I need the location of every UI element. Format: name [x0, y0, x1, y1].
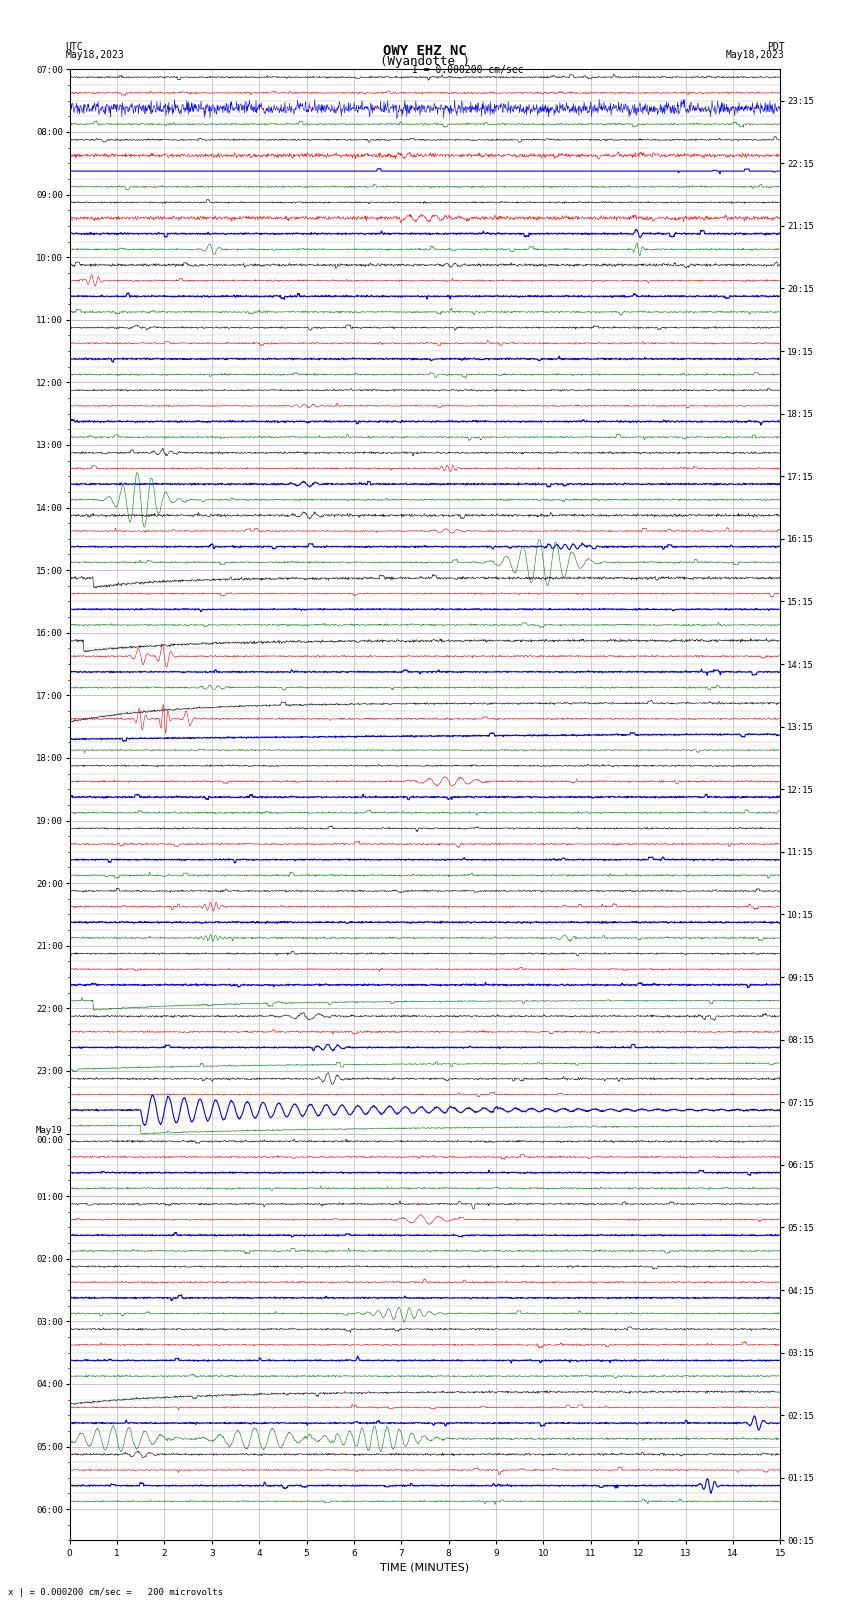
X-axis label: TIME (MINUTES): TIME (MINUTES) [381, 1563, 469, 1573]
Text: PDT: PDT [767, 42, 785, 52]
Text: May18,2023: May18,2023 [726, 50, 785, 60]
Text: (Wyandotte ): (Wyandotte ) [380, 55, 470, 68]
Text: OWY EHZ NC: OWY EHZ NC [383, 44, 467, 58]
Text: I = 0.000200 cm/sec: I = 0.000200 cm/sec [412, 65, 524, 74]
Text: UTC: UTC [65, 42, 83, 52]
Text: May18,2023: May18,2023 [65, 50, 124, 60]
Text: x | = 0.000200 cm/sec =   200 microvolts: x | = 0.000200 cm/sec = 200 microvolts [8, 1587, 224, 1597]
